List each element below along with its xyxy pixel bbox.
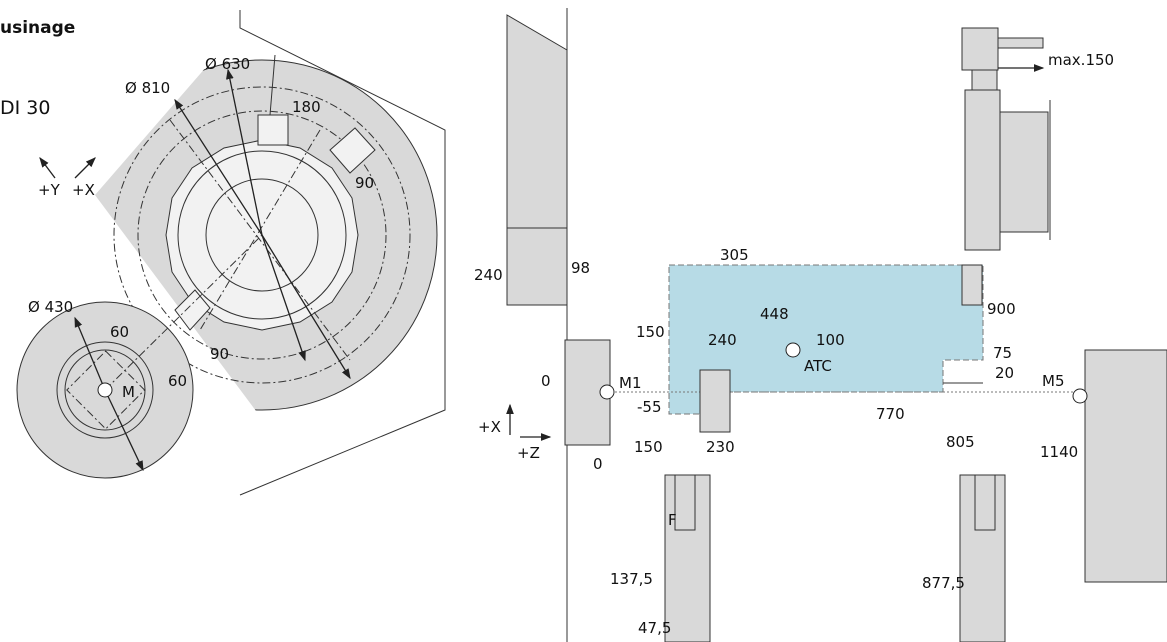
shape-rect (974, 474, 996, 531)
label: 150 (634, 438, 663, 456)
shape-rect (964, 89, 1001, 251)
shape-polygon (329, 127, 376, 174)
label: Ø 810 (125, 79, 170, 97)
label: Ø 630 (205, 55, 250, 73)
label: M (122, 383, 135, 401)
label: 60 (168, 372, 187, 390)
shape-rect (961, 27, 999, 71)
right-labels: max.150 240 98 305 150 240 448 100 ATC 9… (474, 51, 1114, 637)
shape-circle (56, 341, 154, 439)
label: +X (72, 181, 95, 199)
label: 98 (571, 259, 590, 277)
shape-rect (674, 474, 696, 531)
shape-polyline (239, 10, 446, 496)
shape-circle (177, 150, 347, 320)
shape-circle (205, 178, 319, 292)
shape-line (169, 119, 351, 361)
label: M1 (619, 374, 642, 392)
label: -55 (637, 398, 662, 416)
label: 90 (355, 174, 374, 192)
shape-polygon (174, 289, 211, 331)
subtitle: DI 30 (0, 97, 50, 119)
shape-line (39, 156, 56, 179)
label: 180 (292, 98, 321, 116)
label: 20 (995, 364, 1014, 382)
label: M5 (1042, 372, 1065, 390)
label: 47,5 (638, 619, 671, 637)
shape-line (269, 54, 276, 116)
label: +Z (517, 444, 540, 462)
label: ATC (804, 357, 832, 375)
label: 60 (110, 323, 129, 341)
label: 90 (210, 345, 229, 363)
label: 1140 (1040, 443, 1078, 461)
shape-rect (1084, 349, 1167, 583)
shape-rect (257, 114, 289, 146)
label: 770 (876, 405, 905, 423)
label: 100 (816, 331, 845, 349)
shape-rect (961, 264, 983, 306)
shape-rect (999, 111, 1049, 233)
shape-circle (97, 382, 113, 398)
left-view (16, 10, 446, 496)
shape-polygon (506, 14, 568, 306)
label: 0 (541, 372, 551, 390)
label: Ø 430 (28, 298, 73, 316)
shape-circle (113, 86, 411, 384)
label: 240 (708, 331, 737, 349)
shape-line (261, 234, 306, 362)
label: 877,5 (922, 574, 965, 592)
label: 240 (474, 266, 503, 284)
label: F (668, 511, 677, 529)
shape-line (261, 234, 351, 380)
shape-line (226, 68, 263, 236)
label: 448 (760, 305, 789, 323)
label: 137,5 (610, 570, 653, 588)
shape-circle (599, 384, 615, 400)
shape-line (104, 234, 263, 391)
label: 305 (720, 246, 749, 264)
label: 900 (987, 300, 1016, 318)
shape-line (74, 316, 106, 391)
shape-line (104, 389, 144, 472)
title: usinage (0, 18, 75, 38)
label: +X (478, 418, 501, 436)
label: 0 (593, 455, 603, 473)
label: +Y (38, 181, 61, 199)
label: 230 (706, 438, 735, 456)
shape-rect (997, 37, 1044, 49)
shape-circle (137, 110, 387, 360)
label: 75 (993, 344, 1012, 362)
shape-circle (1072, 388, 1088, 404)
shape-line (199, 129, 321, 331)
shape-rect (971, 69, 998, 91)
shape-rect (699, 369, 731, 433)
label: 805 (946, 433, 975, 451)
label: 150 (636, 323, 665, 341)
shape-line (74, 157, 96, 179)
label: max.150 (1048, 51, 1114, 69)
right-view (506, 8, 1167, 642)
shape-line (174, 98, 263, 236)
shape-circle (785, 342, 801, 358)
left-labels: +Y +X Ø 630 Ø 810 180 90 Ø 430 60 60 90 … (28, 55, 374, 401)
